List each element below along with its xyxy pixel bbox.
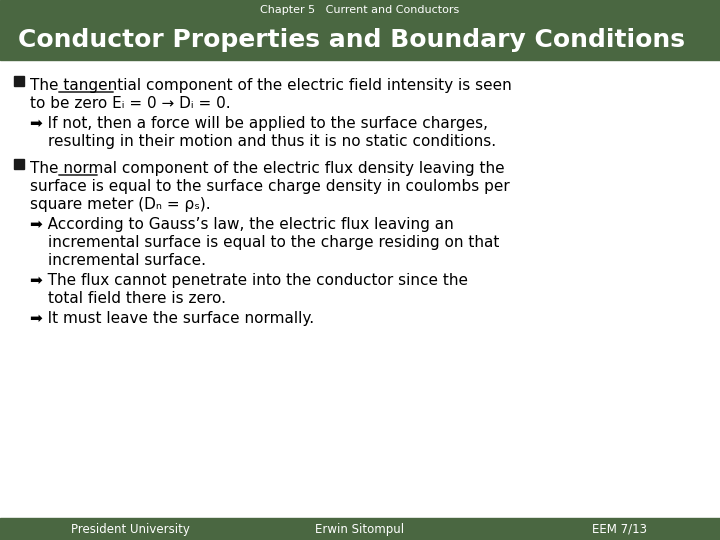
Bar <box>14 159 24 169</box>
Text: ➡ The flux cannot penetrate into the conductor since the: ➡ The flux cannot penetrate into the con… <box>30 273 468 288</box>
Text: surface is equal to the surface charge density in coulombs per: surface is equal to the surface charge d… <box>30 179 510 194</box>
Bar <box>0 20 720 60</box>
Text: President University: President University <box>71 523 189 536</box>
Text: Conductor Properties and Boundary Conditions: Conductor Properties and Boundary Condit… <box>18 28 685 52</box>
Bar <box>14 76 24 86</box>
Text: ➡ According to Gauss’s law, the electric flux leaving an: ➡ According to Gauss’s law, the electric… <box>30 217 454 232</box>
Text: The tangential component of the electric field intensity is seen: The tangential component of the electric… <box>30 78 512 93</box>
Text: Chapter 5   Current and Conductors: Chapter 5 Current and Conductors <box>261 5 459 15</box>
Text: Erwin Sitompul: Erwin Sitompul <box>315 523 405 536</box>
Text: ➡ It must leave the surface normally.: ➡ It must leave the surface normally. <box>30 311 314 326</box>
Text: EEM 7/13: EEM 7/13 <box>593 523 647 536</box>
Bar <box>0 518 720 540</box>
Text: total field there is zero.: total field there is zero. <box>48 291 226 306</box>
Text: incremental surface is equal to the charge residing on that: incremental surface is equal to the char… <box>48 235 500 250</box>
Bar <box>0 60 720 518</box>
Text: incremental surface.: incremental surface. <box>48 253 206 268</box>
Text: to be zero Eᵢ = 0 → Dᵢ = 0.: to be zero Eᵢ = 0 → Dᵢ = 0. <box>30 96 230 111</box>
Text: The normal component of the electric flux density leaving the: The normal component of the electric flu… <box>30 161 505 176</box>
Text: ➡ If not, then a force will be applied to the surface charges,: ➡ If not, then a force will be applied t… <box>30 116 488 131</box>
Bar <box>0 0 720 20</box>
Text: resulting in their motion and thus it is no static conditions.: resulting in their motion and thus it is… <box>48 134 496 149</box>
Text: square meter (Dₙ = ρₛ).: square meter (Dₙ = ρₛ). <box>30 197 211 212</box>
